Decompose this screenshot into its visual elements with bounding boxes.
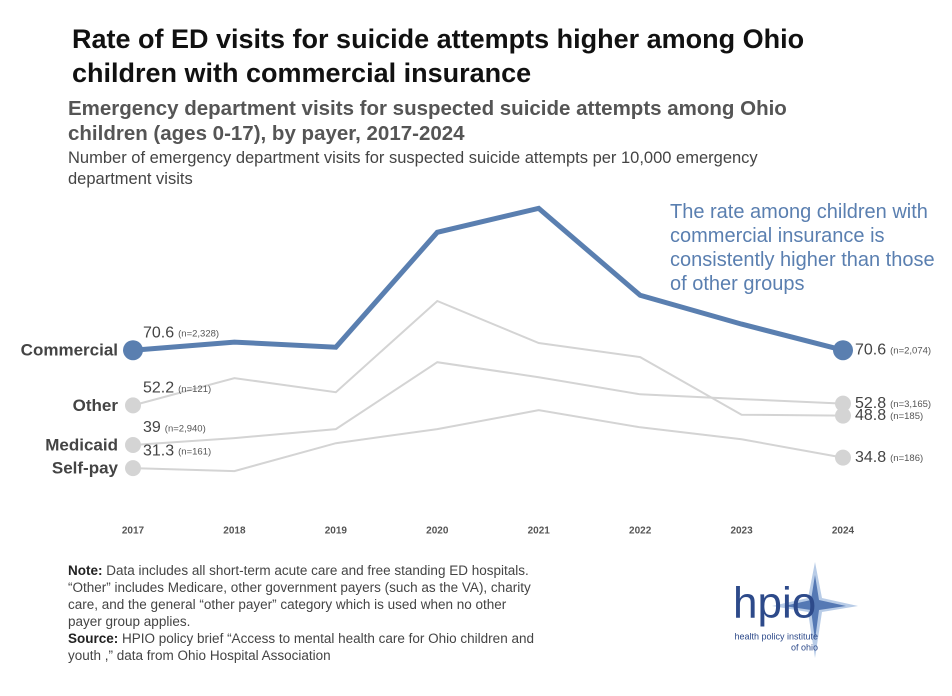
x-tick-label: 2020 (426, 526, 449, 537)
end-marker (833, 340, 853, 361)
end-marker (835, 407, 851, 424)
n-label: (n=161) (178, 447, 211, 458)
end-marker (125, 397, 141, 414)
value-label: 48.8 (855, 407, 886, 424)
x-tick-label: 2023 (730, 526, 753, 537)
series-label: Self-pay (52, 459, 119, 478)
logo-tagline: of ohio (791, 642, 818, 652)
series-line (132, 205, 844, 353)
n-label: (n=121) (178, 384, 211, 395)
n-label: (n=2,940) (165, 424, 206, 435)
source: Source: HPIO policy brief “Access to men… (68, 630, 538, 664)
value-label: 34.8 (855, 449, 886, 466)
value-label: 31.3 (143, 442, 174, 459)
logo: hpio health policy institute of ohio (733, 562, 858, 658)
x-tick-label: 2024 (832, 526, 855, 537)
source-text: HPIO policy brief “Access to mental heal… (68, 631, 534, 663)
end-marker (123, 340, 143, 361)
annotation: The rate among children with commercial … (670, 201, 935, 295)
chart-title: Rate of ED visits for suicide attempts h… (72, 24, 805, 88)
y-axis-label: Number of emergency department visits fo… (68, 149, 758, 188)
value-label: 39 (143, 419, 161, 436)
x-tick-label: 2022 (629, 526, 652, 537)
note-label: Note: (68, 563, 103, 578)
end-marker (835, 395, 851, 412)
logo-name: hpio (733, 579, 816, 628)
n-label: (n=186) (890, 453, 923, 464)
series-label: Commercial (21, 341, 118, 360)
x-tick-label: 2019 (325, 526, 348, 537)
n-label: (n=185) (890, 411, 923, 422)
series-line (132, 299, 844, 417)
series-label: Other (73, 396, 119, 415)
n-label: (n=2,328) (178, 329, 219, 340)
x-tick-label: 2017 (122, 526, 145, 537)
logo-star-inner (784, 575, 846, 640)
notes: Note: Data includes all short-term acute… (68, 562, 538, 664)
source-label: Source: (68, 631, 119, 646)
value-label: 52.2 (143, 380, 174, 397)
value-label: 52.8 (855, 395, 886, 412)
series-line (132, 361, 844, 446)
n-label: (n=2,074) (890, 346, 931, 357)
value-label: 70.6 (855, 341, 886, 358)
n-label: (n=3,165) (890, 399, 931, 410)
note-text: Data includes all short-term acute care … (68, 563, 531, 629)
chart-subtitle: Emergency department visits for suspecte… (68, 97, 787, 145)
end-marker (835, 449, 851, 466)
series-label: Medicaid (45, 435, 118, 454)
series-line (132, 409, 844, 473)
x-tick-label: 2021 (528, 526, 551, 537)
x-tick-label: 2018 (223, 526, 246, 537)
end-marker (125, 437, 141, 453)
note: Note: Data includes all short-term acute… (68, 562, 538, 630)
end-marker (125, 460, 141, 477)
value-label: 70.6 (143, 324, 174, 341)
logo-tagline: health policy institute (734, 631, 818, 641)
